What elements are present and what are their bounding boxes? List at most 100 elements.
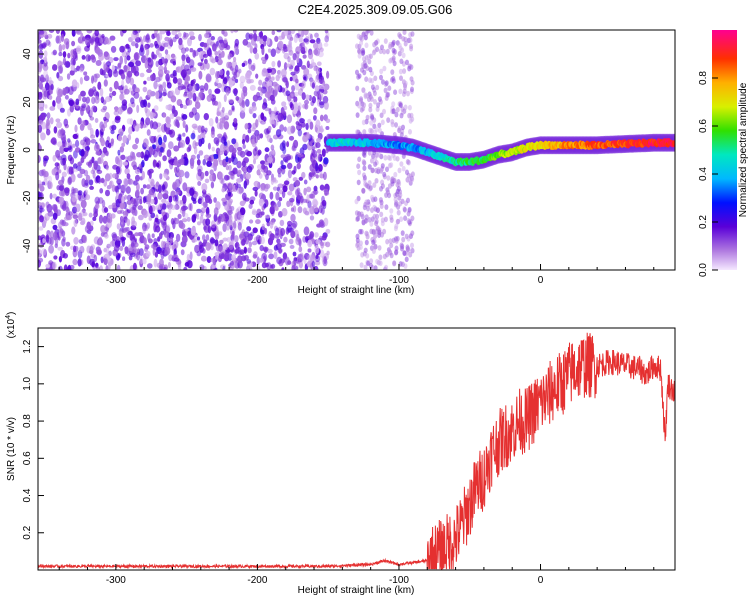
heatmap-cell	[301, 39, 305, 49]
heatmap-cell	[367, 217, 372, 223]
heatmap-cell	[266, 262, 272, 270]
heatmap-cell	[87, 55, 91, 62]
heatmap-cell	[369, 30, 374, 36]
heatmap-cell	[142, 184, 147, 189]
heatmap-cell	[365, 30, 370, 34]
heatmap-cell	[119, 209, 125, 214]
heatmap-cell	[168, 141, 174, 150]
heatmap-cell	[271, 119, 275, 125]
heatmap-cell	[132, 164, 138, 171]
heatmap-cell	[239, 214, 244, 221]
heatmap-cell	[228, 77, 233, 86]
heatmap-cell	[117, 183, 121, 190]
heatmap-cell	[38, 30, 45, 35]
heatmap-cell	[386, 117, 391, 123]
heatmap-cell	[68, 145, 73, 153]
heatmap-cell	[154, 30, 159, 34]
heatmap-cell	[366, 205, 370, 212]
heatmap-cell	[72, 168, 79, 173]
heatmap-cell	[241, 100, 246, 108]
colorbar-tick-label: 0.4	[698, 167, 709, 181]
heatmap-cell	[81, 178, 86, 188]
heatmap-cell	[379, 211, 384, 218]
heatmap-cell	[380, 163, 385, 169]
heatmap-cell	[132, 143, 138, 150]
heatmap-cell	[143, 99, 148, 108]
heatmap-cell	[326, 70, 330, 79]
heatmap-cell	[223, 94, 227, 103]
heatmap-cell	[286, 63, 291, 68]
heatmap-cell	[283, 111, 287, 117]
heatmap-cell	[49, 236, 54, 246]
heatmap-cell	[289, 36, 294, 41]
heatmap-cell	[308, 193, 314, 199]
heatmap-cell	[44, 104, 48, 109]
heatmap-cell	[113, 80, 119, 90]
heatmap-cell	[397, 42, 402, 49]
heatmap-cell	[53, 255, 58, 260]
heatmap-cell	[288, 183, 295, 192]
heatmap-cell	[388, 238, 393, 244]
colorbar-label: Normalized spectral amplitude	[738, 82, 749, 217]
heatmap-cell	[300, 46, 306, 53]
heatmap-cell	[126, 173, 131, 180]
heatmap-cell	[218, 39, 225, 44]
heatmap-cell	[123, 64, 128, 73]
heatmap-cell	[115, 173, 119, 180]
heatmap-cell	[372, 182, 377, 188]
heatmap-cell	[295, 46, 301, 55]
heatmap-cell	[214, 239, 219, 247]
heatmap-cell	[100, 177, 105, 184]
heatmap-cell	[279, 124, 285, 132]
heatmap-cell	[75, 30, 82, 35]
heatmap-cell	[128, 255, 133, 261]
heatmap-cell	[152, 149, 158, 158]
heatmap-cell	[228, 214, 233, 223]
heatmap-cell	[205, 30, 211, 35]
heatmap-cell	[38, 39, 42, 44]
heatmap-cell	[161, 92, 167, 97]
heatmap-cell	[98, 54, 105, 61]
heatmap-cell	[52, 100, 56, 108]
heatmap-cell	[136, 182, 140, 192]
heatmap-cell	[168, 207, 172, 215]
heatmap-cell	[320, 125, 324, 134]
heatmap-cell	[294, 81, 300, 91]
heatmap-cell	[95, 47, 101, 55]
heatmap-cell	[75, 98, 80, 106]
heatmap-cell	[241, 138, 246, 145]
heatmap-cell	[370, 194, 375, 201]
heatmap-cell	[71, 30, 76, 37]
heatmap-cell	[237, 150, 243, 156]
heatmap-cell	[228, 157, 232, 164]
heatmap-cell	[243, 90, 248, 97]
heatmap-cell	[80, 220, 85, 226]
heatmap-cell	[323, 157, 329, 165]
heatmap-cell	[289, 244, 295, 249]
heatmap-cell	[357, 156, 362, 163]
heatmap-cell	[198, 91, 203, 101]
heatmap-cell	[156, 125, 162, 133]
heatmap-cell	[227, 53, 233, 59]
heatmap-cell	[231, 230, 235, 239]
heatmap-cell	[85, 37, 91, 46]
heatmap-cell	[395, 218, 400, 225]
heatmap-cell	[305, 94, 310, 101]
heatmap-cell	[78, 94, 82, 102]
heatmap-cell	[205, 218, 211, 226]
heatmap-cell	[291, 170, 296, 175]
heatmap-cell	[361, 187, 366, 194]
heatmap-cell	[39, 215, 44, 223]
heatmap-cell	[132, 65, 139, 74]
heatmap-cell	[38, 124, 42, 133]
heatmap-cell	[48, 181, 53, 189]
heatmap-cell	[162, 214, 168, 222]
heatmap-cell	[362, 102, 367, 108]
heatmap-cell	[393, 225, 398, 232]
heatmap-cell	[145, 117, 151, 126]
heatmap-cell	[382, 171, 387, 178]
heatmap-cell	[379, 112, 384, 119]
heatmap-cell	[117, 63, 122, 68]
heatmap-cell	[301, 80, 306, 89]
heatmap-cell	[186, 83, 193, 92]
